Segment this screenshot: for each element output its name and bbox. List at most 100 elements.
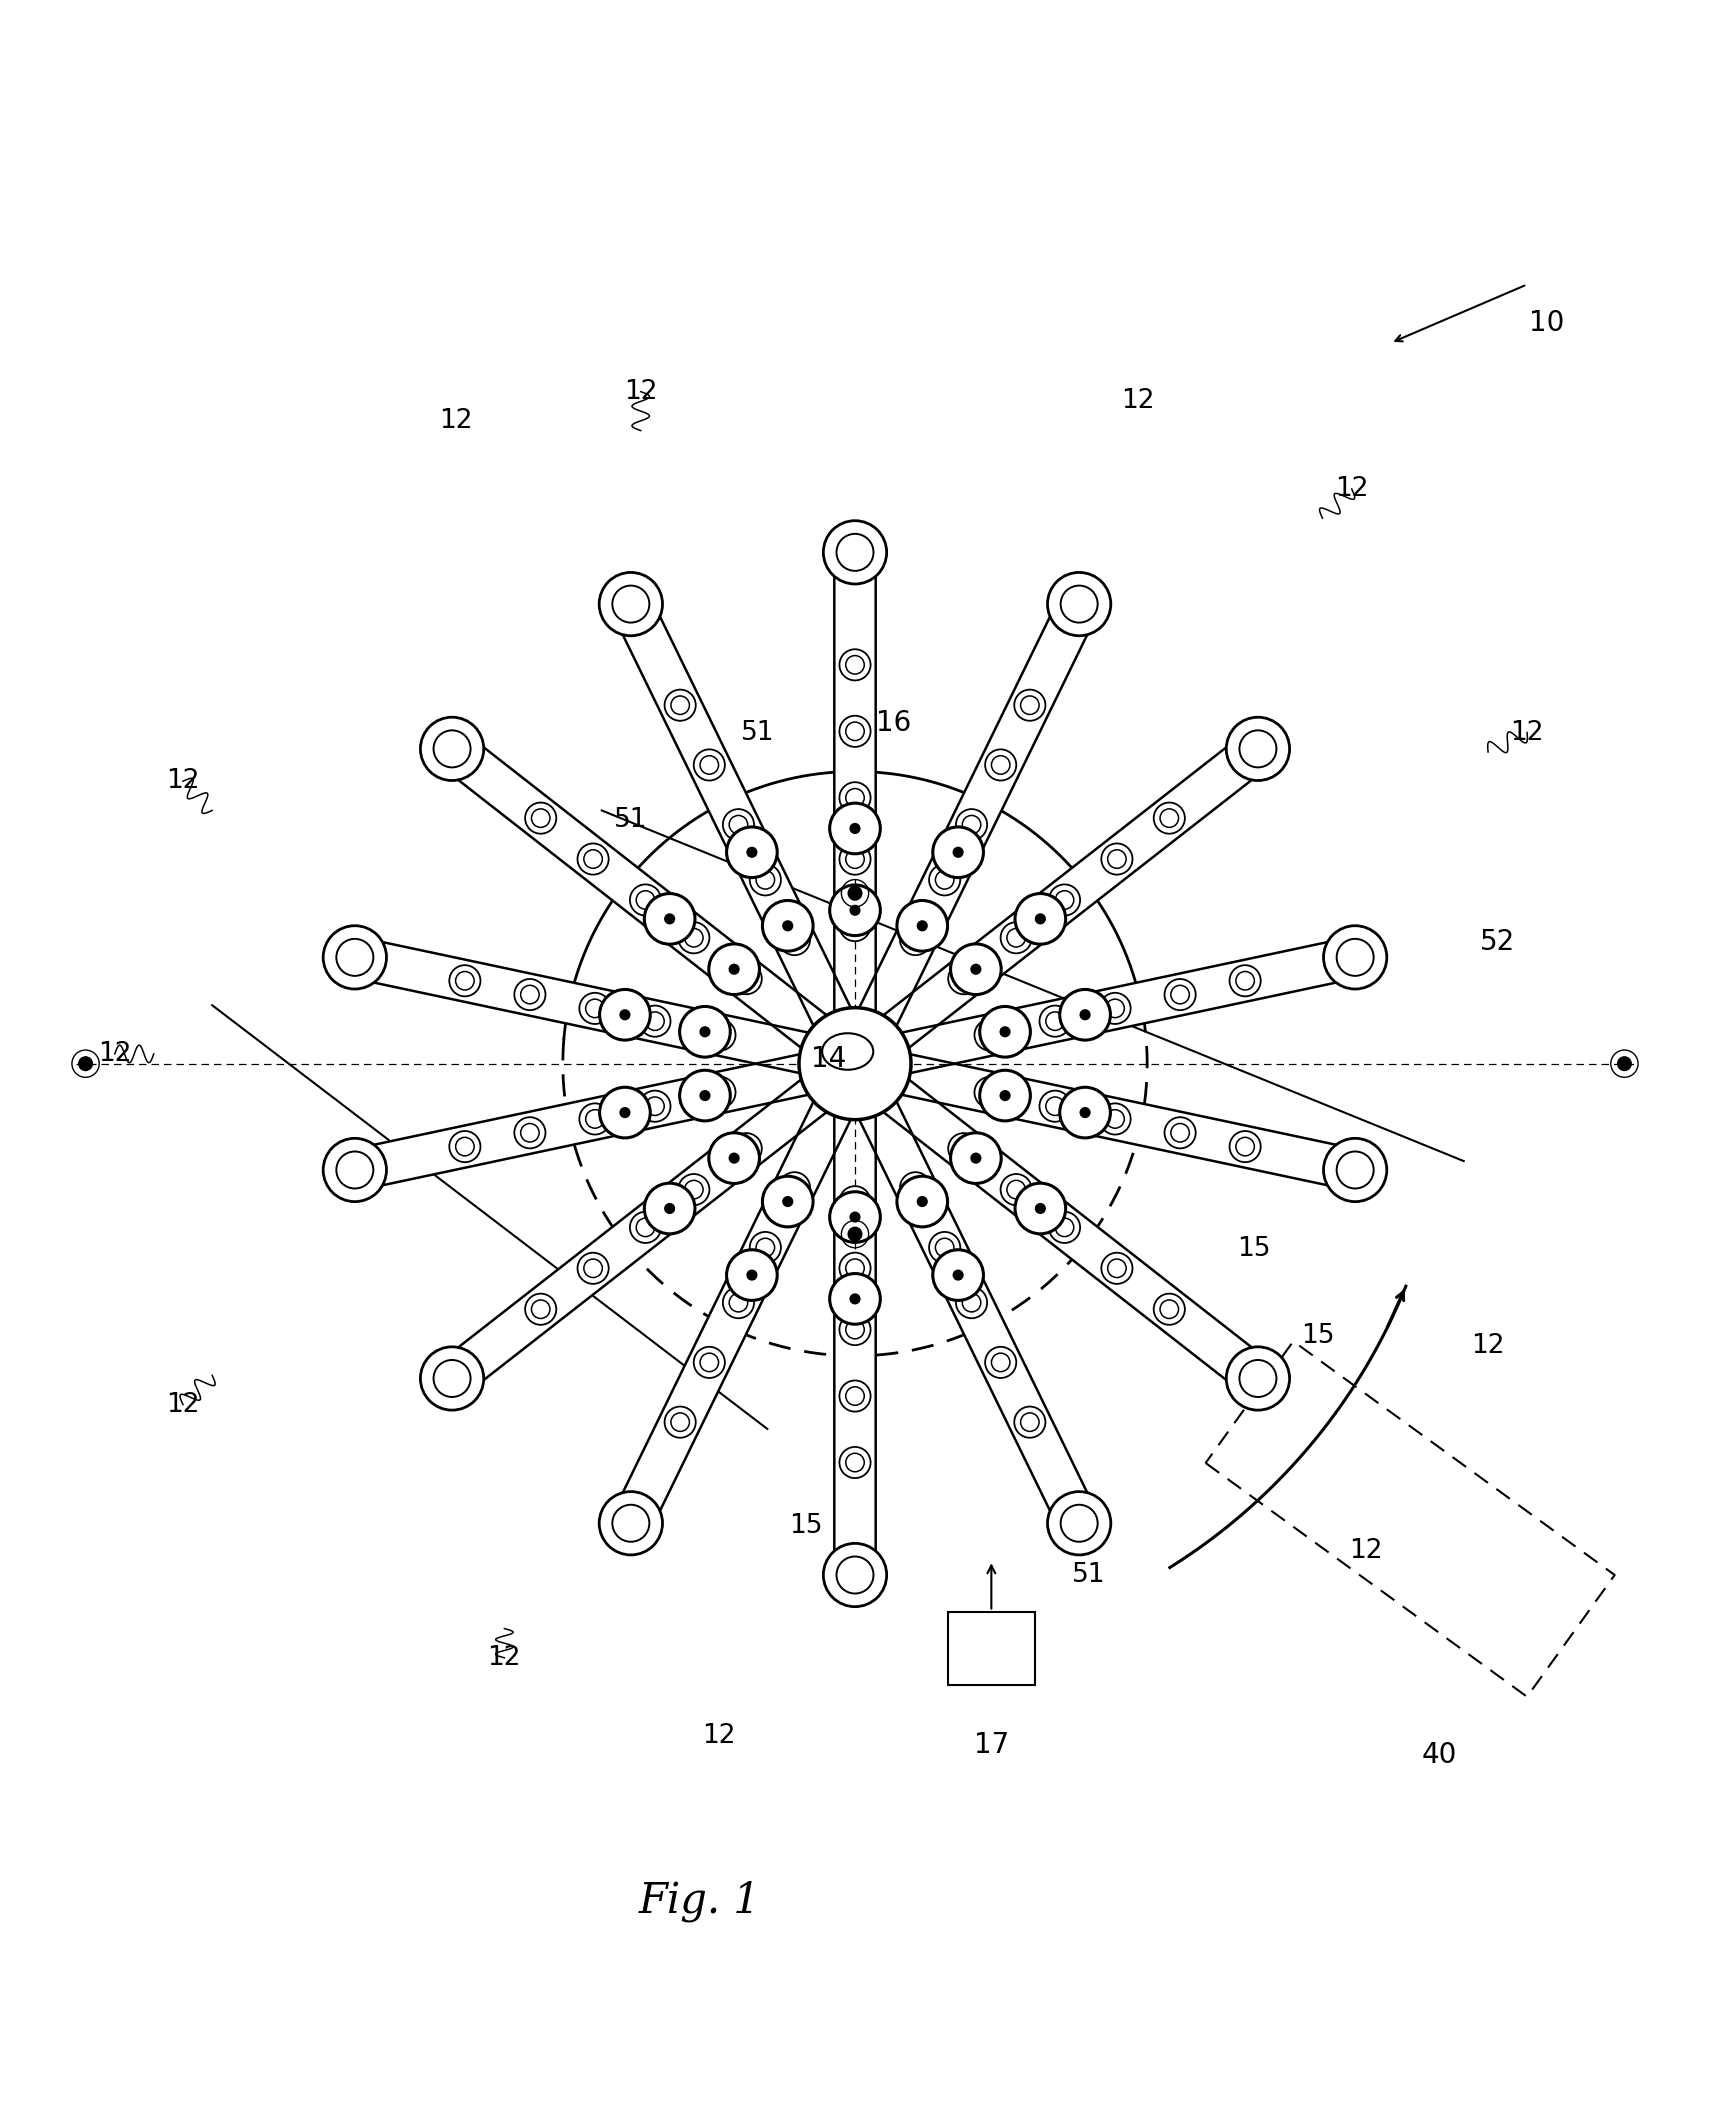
Circle shape <box>840 1186 870 1218</box>
Circle shape <box>580 993 610 1024</box>
Circle shape <box>749 864 781 896</box>
Circle shape <box>578 1253 609 1285</box>
Circle shape <box>783 921 793 932</box>
Text: 15: 15 <box>1238 1237 1271 1262</box>
Circle shape <box>598 1491 662 1554</box>
Circle shape <box>932 826 983 877</box>
Text: 51: 51 <box>614 808 648 833</box>
Circle shape <box>1100 1104 1130 1134</box>
Circle shape <box>710 944 759 995</box>
Circle shape <box>79 1058 92 1070</box>
Text: 12: 12 <box>1510 719 1544 747</box>
Text: 12: 12 <box>701 1722 735 1750</box>
Circle shape <box>1016 1184 1065 1234</box>
Circle shape <box>723 810 754 841</box>
Circle shape <box>727 1249 778 1300</box>
Circle shape <box>679 1070 730 1121</box>
Text: 12: 12 <box>439 408 472 433</box>
Circle shape <box>898 1176 947 1226</box>
Circle shape <box>1229 965 1260 997</box>
Text: 12: 12 <box>1471 1333 1505 1359</box>
Circle shape <box>705 1020 735 1052</box>
Circle shape <box>971 965 982 974</box>
Circle shape <box>578 843 609 875</box>
Circle shape <box>949 1134 980 1165</box>
Circle shape <box>600 1087 650 1138</box>
Polygon shape <box>431 1077 829 1398</box>
Circle shape <box>1226 717 1289 780</box>
Circle shape <box>1101 843 1132 875</box>
Circle shape <box>728 965 739 974</box>
Circle shape <box>723 1287 754 1319</box>
Circle shape <box>1048 1211 1081 1243</box>
Text: Fig. 1: Fig. 1 <box>638 1880 761 1922</box>
Circle shape <box>971 1152 982 1163</box>
Circle shape <box>421 1346 484 1411</box>
Text: 12: 12 <box>624 379 657 404</box>
Circle shape <box>1101 1253 1132 1285</box>
Circle shape <box>848 1228 862 1241</box>
Circle shape <box>525 1293 556 1325</box>
Text: 16: 16 <box>876 709 911 736</box>
Circle shape <box>850 824 860 833</box>
Circle shape <box>665 915 674 923</box>
Circle shape <box>621 1009 629 1020</box>
Circle shape <box>665 1203 674 1213</box>
Circle shape <box>1324 925 1387 988</box>
Text: 12: 12 <box>1336 475 1368 503</box>
Text: 51: 51 <box>1072 1563 1105 1588</box>
Circle shape <box>747 848 758 858</box>
Circle shape <box>1016 894 1065 944</box>
Circle shape <box>951 944 1000 995</box>
Circle shape <box>850 1293 860 1304</box>
Polygon shape <box>898 936 1377 1075</box>
Bar <box>947 1611 1035 1685</box>
Circle shape <box>1226 1346 1289 1411</box>
Circle shape <box>705 1077 735 1108</box>
Circle shape <box>421 717 484 780</box>
Circle shape <box>1048 1491 1112 1554</box>
Circle shape <box>799 1007 911 1119</box>
Circle shape <box>840 843 870 875</box>
Circle shape <box>694 1346 725 1377</box>
Circle shape <box>525 803 556 833</box>
Circle shape <box>778 1171 811 1203</box>
Circle shape <box>1060 988 1110 1041</box>
Circle shape <box>1154 1293 1185 1325</box>
Ellipse shape <box>823 1033 874 1070</box>
Circle shape <box>951 1134 1000 1184</box>
Circle shape <box>515 980 545 1009</box>
Circle shape <box>956 810 987 841</box>
Polygon shape <box>898 1054 1377 1190</box>
Circle shape <box>898 900 947 951</box>
Circle shape <box>450 965 481 997</box>
Circle shape <box>980 1070 1031 1121</box>
Circle shape <box>1048 572 1112 635</box>
Circle shape <box>679 1173 710 1205</box>
Text: 12: 12 <box>487 1645 522 1670</box>
Circle shape <box>840 782 870 814</box>
Circle shape <box>1618 1058 1631 1070</box>
Polygon shape <box>610 1098 852 1544</box>
Circle shape <box>840 911 870 942</box>
Circle shape <box>783 1197 793 1207</box>
Text: 12: 12 <box>97 1041 132 1066</box>
Circle shape <box>645 894 694 944</box>
Polygon shape <box>881 1077 1279 1398</box>
Circle shape <box>1154 803 1185 833</box>
Circle shape <box>621 1108 629 1117</box>
Circle shape <box>952 1270 963 1281</box>
Circle shape <box>778 923 811 955</box>
Circle shape <box>1000 1091 1011 1100</box>
Circle shape <box>600 988 650 1041</box>
Circle shape <box>975 1020 1005 1052</box>
Circle shape <box>840 715 870 747</box>
Text: 52: 52 <box>1481 927 1515 957</box>
Circle shape <box>956 1287 987 1319</box>
Text: 17: 17 <box>973 1731 1009 1760</box>
Circle shape <box>645 1184 694 1234</box>
Circle shape <box>929 864 961 896</box>
Circle shape <box>840 1447 870 1478</box>
Polygon shape <box>834 1112 876 1596</box>
Circle shape <box>1229 1131 1260 1163</box>
